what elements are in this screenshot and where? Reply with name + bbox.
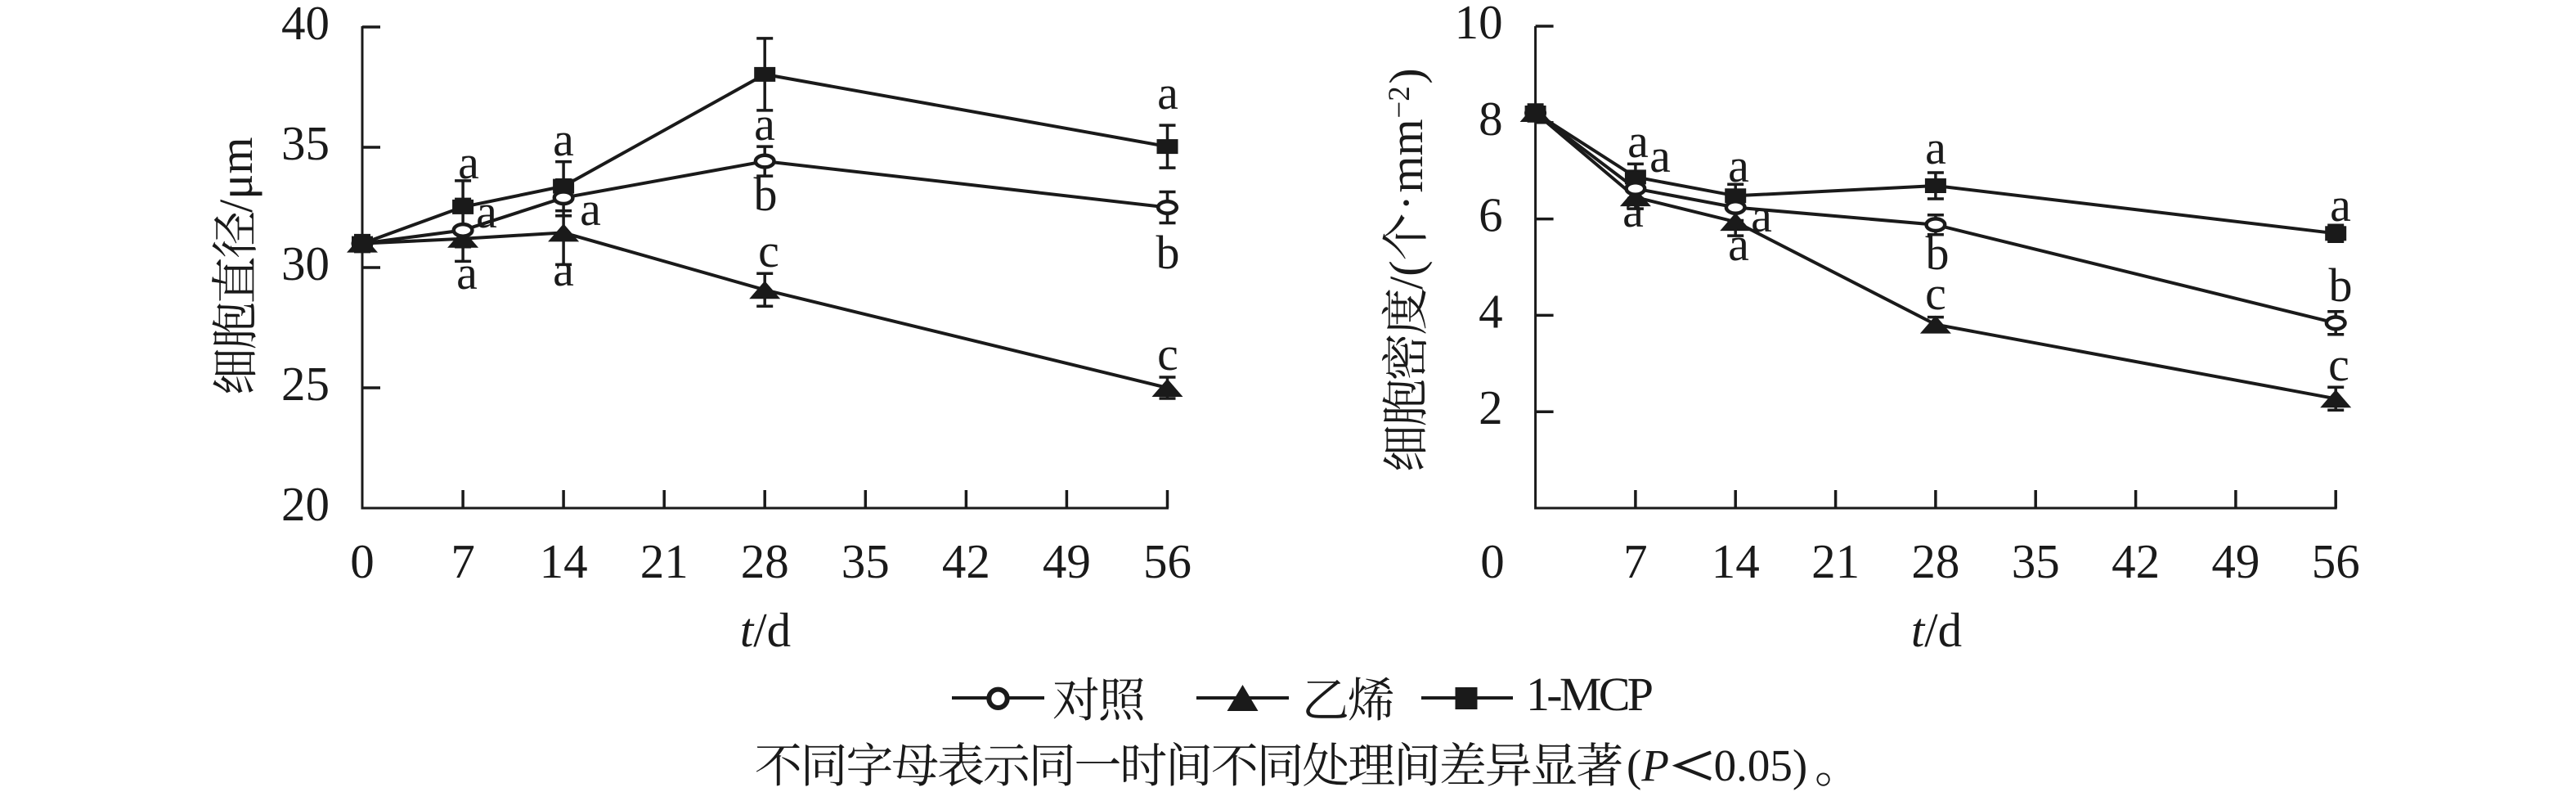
svg-text:14: 14: [1712, 534, 1760, 588]
svg-text:a: a: [553, 113, 574, 166]
svg-text:30: 30: [281, 236, 330, 290]
svg-text:a: a: [1925, 121, 1946, 174]
svg-text:14: 14: [540, 534, 588, 588]
svg-text:49: 49: [2211, 534, 2260, 588]
svg-text:mm: mm: [1380, 119, 1433, 192]
svg-text:a: a: [1728, 218, 1749, 271]
svg-text:28: 28: [741, 534, 789, 588]
svg-text:a: a: [458, 136, 479, 189]
svg-text:7: 7: [1623, 534, 1648, 588]
svg-text:c: c: [1157, 327, 1178, 380]
svg-text:a: a: [1728, 139, 1749, 192]
svg-text:/μm: /μm: [209, 137, 263, 212]
svg-text:b: b: [2329, 259, 2353, 312]
svg-text:7: 7: [451, 534, 475, 588]
svg-text:b: b: [1156, 226, 1180, 279]
svg-text:a: a: [456, 246, 478, 299]
svg-text:t/d: t/d: [740, 603, 791, 657]
svg-text:a: a: [1751, 189, 1772, 242]
svg-text:49: 49: [1043, 534, 1091, 588]
svg-text:35: 35: [841, 534, 890, 588]
svg-text:56: 56: [2312, 534, 2360, 588]
svg-text:c: c: [1925, 267, 1946, 320]
svg-text:6: 6: [1479, 188, 1503, 242]
svg-text:a: a: [1622, 184, 1644, 237]
svg-text:1-MCP: 1-MCP: [1526, 668, 1654, 721]
svg-text:20: 20: [281, 477, 330, 531]
svg-text:c: c: [758, 224, 779, 277]
svg-text:0: 0: [1480, 534, 1505, 588]
svg-text:21: 21: [1811, 534, 1860, 588]
svg-text:(P: (P: [1627, 740, 1669, 790]
svg-text:4: 4: [1479, 284, 1503, 338]
svg-text:a: a: [1157, 66, 1178, 119]
svg-text:/(: /(: [1380, 260, 1433, 289]
svg-text:8: 8: [1479, 92, 1503, 146]
svg-text:b: b: [1926, 227, 1950, 280]
svg-text:a: a: [1649, 129, 1671, 182]
svg-text:40: 40: [281, 0, 330, 50]
svg-text:t/d: t/d: [1911, 603, 1962, 657]
svg-text:21: 21: [640, 534, 689, 588]
svg-text:a: a: [580, 182, 601, 236]
svg-text:2: 2: [1479, 380, 1503, 434]
svg-text:a: a: [2330, 178, 2351, 232]
svg-text:a: a: [476, 185, 497, 238]
svg-text:28: 28: [1911, 534, 1959, 588]
svg-text:c: c: [2328, 338, 2349, 391]
svg-text:35: 35: [2012, 534, 2060, 588]
svg-text:10: 10: [1455, 0, 1503, 49]
svg-text:a: a: [553, 243, 574, 296]
svg-text:−2: −2: [1383, 86, 1416, 118]
svg-text:42: 42: [942, 534, 990, 588]
svg-text:b: b: [754, 168, 778, 221]
svg-text:25: 25: [281, 357, 330, 411]
svg-text:a: a: [1627, 115, 1649, 168]
svg-text:a: a: [754, 97, 775, 151]
svg-text:0: 0: [350, 534, 375, 588]
svg-text:0.05): 0.05): [1714, 740, 1808, 790]
svg-text:56: 56: [1143, 534, 1192, 588]
svg-text:35: 35: [281, 116, 330, 170]
svg-text:42: 42: [2112, 534, 2160, 588]
svg-text:·: ·: [1380, 195, 1433, 210]
svg-text:): ): [1380, 68, 1433, 83]
